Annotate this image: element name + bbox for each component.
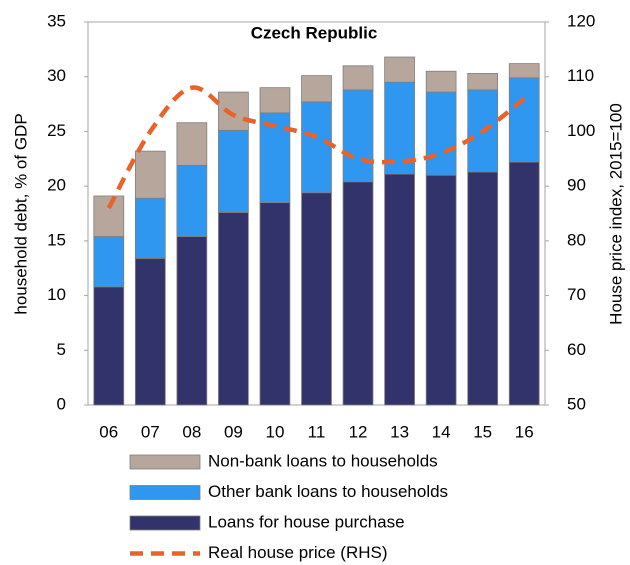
bar-segment (384, 173, 415, 406)
x-tick-label: 13 (390, 422, 409, 441)
x-tick-label: 06 (99, 422, 118, 441)
y-tick-label: 20 (47, 176, 66, 195)
y2-axis-label: House price index, 2015=100 (606, 103, 625, 325)
x-tick-label: 15 (473, 422, 492, 441)
bar-segment (301, 192, 332, 406)
bar-segment (425, 91, 457, 176)
y-tick-label: 10 (47, 285, 66, 304)
bar-segment (93, 286, 125, 406)
x-tick-label: 12 (349, 422, 368, 441)
y2-tick-label: 90 (567, 176, 586, 195)
bar-segment (218, 91, 249, 131)
bar-segment (259, 87, 291, 114)
bar-segment (425, 174, 457, 406)
y2-tick-label: 60 (567, 340, 586, 359)
bar-segment (134, 150, 166, 199)
y2-tick-label: 70 (567, 285, 586, 304)
bar-segment (467, 171, 499, 406)
x-tick-label: 08 (182, 422, 201, 441)
bar-segment (218, 129, 249, 213)
bar-segment (176, 164, 208, 237)
bar-segment (508, 161, 540, 406)
chart-title: Czech Republic (251, 23, 378, 42)
legend-label: Non-bank loans to households (208, 451, 438, 470)
y-tick-label: 30 (47, 66, 66, 85)
bar-segment (134, 197, 166, 259)
y-tick-label: 5 (57, 340, 66, 359)
legend-label: Loans for house purchase (208, 512, 405, 531)
x-tick-label: 09 (224, 422, 243, 441)
bar-segment (384, 56, 415, 83)
y-tick-label: 25 (47, 121, 66, 140)
legend-swatch (129, 485, 201, 500)
bar-segment (176, 236, 208, 406)
bar-segment (508, 77, 540, 163)
bar-segment (301, 101, 332, 194)
line-series (106, 85, 526, 210)
bar-segment (301, 75, 332, 103)
legend-label: Real house price (RHS) (208, 543, 388, 562)
bar-segment (176, 122, 208, 166)
y-axis-label: household debt, % of GDP (11, 113, 30, 314)
bar-segment (342, 89, 374, 183)
bar-segment (425, 70, 457, 93)
bar-segment (467, 73, 499, 91)
legend-label: Other bank loans to households (208, 482, 448, 501)
bar-segment (134, 257, 166, 406)
y-tick-label: 15 (47, 230, 66, 249)
bar-segment (93, 236, 125, 288)
x-tick-label: 10 (265, 422, 284, 441)
y2-tick-label: 110 (567, 66, 594, 85)
y2-tick-label: 120 (567, 11, 595, 30)
bar-segment (508, 63, 540, 79)
bar-segment (218, 212, 249, 406)
y2-tick-label: 80 (567, 230, 586, 249)
y2-tick-label: 50 (567, 394, 586, 413)
x-tick-label: 11 (308, 422, 326, 441)
bar-segment (342, 181, 374, 406)
legend-swatch (129, 515, 201, 531)
y-tick-label: 35 (47, 11, 66, 30)
bar-segment (259, 202, 291, 406)
x-tick-label: 07 (141, 422, 160, 441)
bar-segment (93, 195, 125, 237)
x-tick-label: 14 (432, 422, 451, 441)
y2-tick-label: 100 (567, 121, 595, 140)
bar-segment (342, 65, 374, 91)
x-tick-label: 16 (515, 422, 534, 441)
y-tick-label: 0 (57, 394, 66, 413)
legend-swatch (129, 454, 201, 470)
